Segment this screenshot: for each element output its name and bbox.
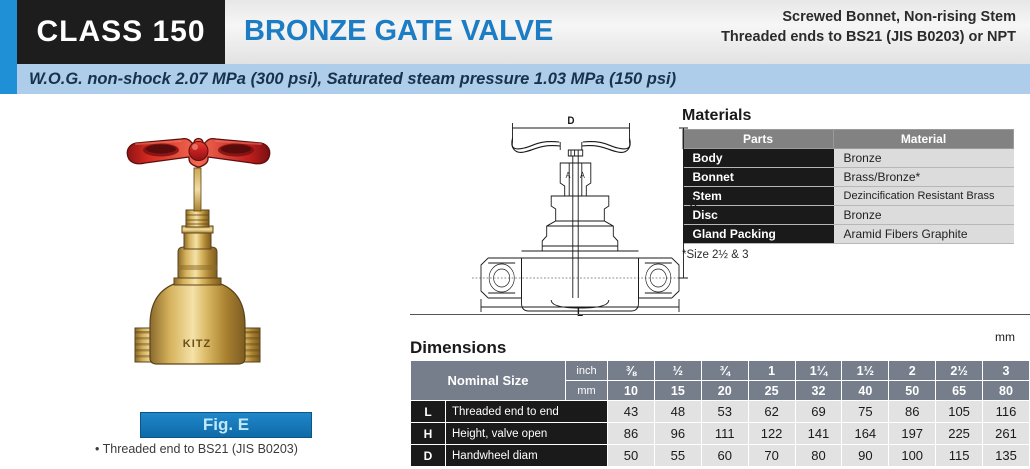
- svg-text:H: H: [690, 198, 697, 210]
- svg-text:KITZ: KITZ: [183, 338, 211, 350]
- svg-text:D: D: [567, 116, 575, 128]
- svg-text:A: A: [580, 171, 586, 180]
- svg-text:A: A: [566, 171, 572, 180]
- svg-text:L: L: [577, 308, 584, 318]
